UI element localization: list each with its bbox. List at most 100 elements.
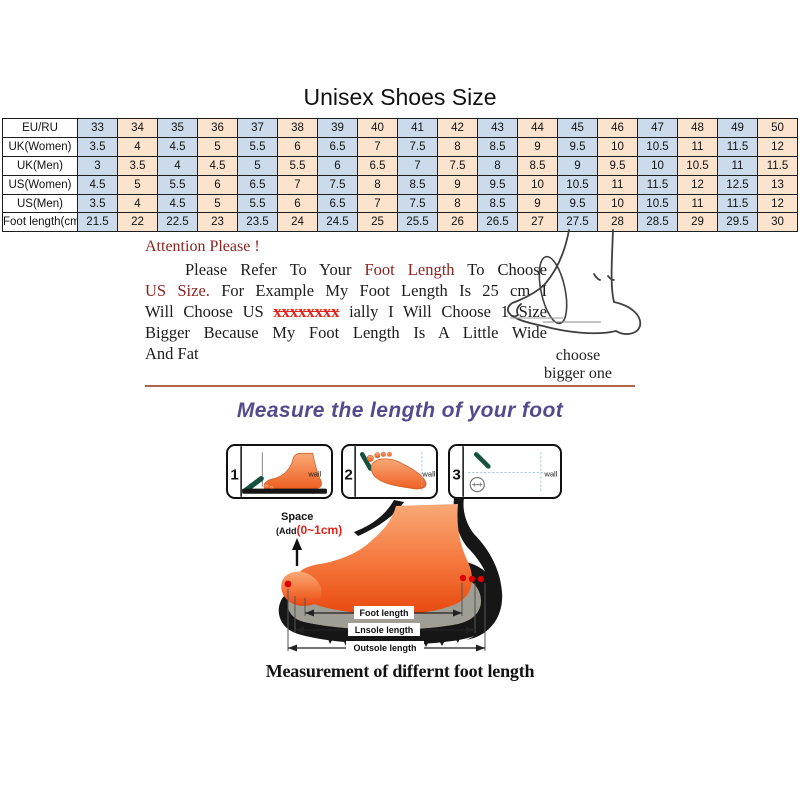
size-cell: 6.5 <box>317 136 358 157</box>
size-cell: 6.5 <box>357 155 398 176</box>
size-cell: 9 <box>517 193 558 214</box>
size-cell: 41 <box>397 118 438 138</box>
measure-step-panel-2: 2 wall <box>341 444 438 499</box>
size-cell: 9.5 <box>477 174 518 195</box>
space-arrow-icon <box>292 538 302 566</box>
size-cell: 6 <box>197 174 238 195</box>
attention-text: Bigger Because My Foot Length Is A Littl… <box>145 323 547 342</box>
ankle-sketch-illustration <box>507 229 642 335</box>
size-cell: 26.5 <box>477 212 518 233</box>
dimension-foot-length: Foot length <box>305 606 462 619</box>
wall-label: wall <box>421 470 435 479</box>
measure-step-panel-1: 1 wall <box>226 444 333 499</box>
size-cell: 22.5 <box>157 212 198 233</box>
size-cell: 12 <box>757 193 798 214</box>
step-number: 1 <box>230 467 238 484</box>
size-cell: 7 <box>277 174 318 195</box>
size-cell: 3.5 <box>77 193 118 214</box>
size-cell: 42 <box>437 118 478 138</box>
size-cell: 11 <box>677 136 718 157</box>
size-cell: 6 <box>317 155 358 176</box>
size-cell: 23.5 <box>237 212 278 233</box>
size-cell: 6.5 <box>237 174 278 195</box>
size-cell: 37 <box>237 118 278 138</box>
size-cell: 5.5 <box>157 174 198 195</box>
foot-profile-illustration: 1 wall <box>230 446 327 497</box>
heel-dot <box>477 575 485 583</box>
size-cell: 36 <box>197 118 238 138</box>
size-cell: 13 <box>757 174 798 195</box>
size-cell: 10 <box>597 136 638 157</box>
size-cell: 12 <box>757 136 798 157</box>
size-cell: 8 <box>437 136 478 157</box>
size-table-row: US(Women) 4.5 5 5.5 6 6.5 7 7.5 8 8.5 9 9.5 10 10.5 11… <box>2 174 798 195</box>
size-cell: 10.5 <box>557 174 598 195</box>
size-cell: 46 <box>597 118 638 138</box>
size-cell: 47 <box>637 118 678 138</box>
size-cell: 11.5 <box>717 193 758 214</box>
size-cell: 3.5 <box>117 155 158 176</box>
measure-heading: Measure the length of your foot <box>236 399 564 422</box>
attention-text: Will Choose US <box>145 302 274 321</box>
size-cell: 35 <box>157 118 198 138</box>
marker-pen-icon <box>359 452 373 471</box>
size-cell: 28 <box>597 212 638 233</box>
size-cell: 12 <box>677 174 718 195</box>
attention-heading: Attention Please ! <box>145 238 260 255</box>
dimension-insole-length: Lnsole length <box>295 623 475 636</box>
size-cell: 5 <box>117 174 158 195</box>
choose-bigger-note: choose bigger one <box>518 347 638 383</box>
size-cell: 4 <box>117 136 158 157</box>
page-title: Unisex Shoes Size <box>303 84 497 110</box>
heel-dot <box>459 574 467 582</box>
size-cell: 49 <box>717 118 758 138</box>
choose-note-line: bigger one <box>544 365 612 382</box>
size-cell: 11 <box>717 155 758 176</box>
size-table-row: US(Men) 3.5 4 4.5 5 5.5 6 6.5 7 7.5 8 8.5 9 9.5 10 10.5… <box>2 193 798 214</box>
size-cell: 9 <box>437 174 478 195</box>
size-cell: 3.5 <box>77 136 118 157</box>
size-cell: 8 <box>357 174 398 195</box>
size-table-row-label: US(Women) <box>2 174 78 195</box>
size-cell: 9.5 <box>557 136 598 157</box>
size-cell: 28.5 <box>637 212 678 233</box>
wall-label: wall <box>543 470 557 479</box>
size-table: EU/RU 33 34 35 36 37 38 39 40 41 42 43 44 45 46 47 48 49 5… <box>2 118 798 233</box>
attention-line: Will Choose US xxxxxxxx ially I Will Cho… <box>145 301 547 322</box>
heel-dot <box>468 575 476 583</box>
dimension-label: Lnsole length <box>355 625 414 635</box>
size-table-row: EU/RU 33 34 35 36 37 38 39 40 41 42 43 44 45 46 47 48 49 5… <box>2 118 798 138</box>
size-cell: 5.5 <box>237 193 278 214</box>
attention-line: Bigger Because My Foot Length Is A Littl… <box>145 322 547 343</box>
size-cell: 25 <box>357 212 398 233</box>
size-cell: 9.5 <box>597 155 638 176</box>
size-cell: 10 <box>637 155 678 176</box>
size-cell: 6 <box>277 136 318 157</box>
dimension-label: Outsole length <box>354 643 417 653</box>
step-number: 2 <box>344 467 352 484</box>
size-cell: 6 <box>277 193 318 214</box>
size-cell: 25.5 <box>397 212 438 233</box>
size-cell: 10 <box>517 174 558 195</box>
size-cell: 27.5 <box>557 212 598 233</box>
attention-redacted-text: xxxxxxxx <box>273 302 340 321</box>
measuring-lines-illustration: 3 wall <box>452 446 558 497</box>
size-cell: 21.5 <box>77 212 118 233</box>
size-cell: 34 <box>117 118 158 138</box>
space-label: Space <box>281 511 313 523</box>
size-cell: 29 <box>677 212 718 233</box>
size-cell: 11 <box>677 193 718 214</box>
attention-text: To Choose <box>454 260 547 279</box>
diagram-caption: Measurement of differnt foot length <box>265 661 535 681</box>
size-cell: 4 <box>117 193 158 214</box>
size-cell: 6.5 <box>317 193 358 214</box>
attention-line: US Size. For Example My Foot Length Is 2… <box>145 280 547 301</box>
size-cell: 8.5 <box>477 136 518 157</box>
size-cell: 48 <box>677 118 718 138</box>
size-cell: 45 <box>557 118 598 138</box>
size-cell: 9 <box>517 136 558 157</box>
size-cell: 7.5 <box>437 155 478 176</box>
size-table-row: Foot length(cm) 21.5 22 22.5 23 23.5 24 24.5 25 2… <box>2 212 798 233</box>
size-cell: 10.5 <box>637 136 678 157</box>
